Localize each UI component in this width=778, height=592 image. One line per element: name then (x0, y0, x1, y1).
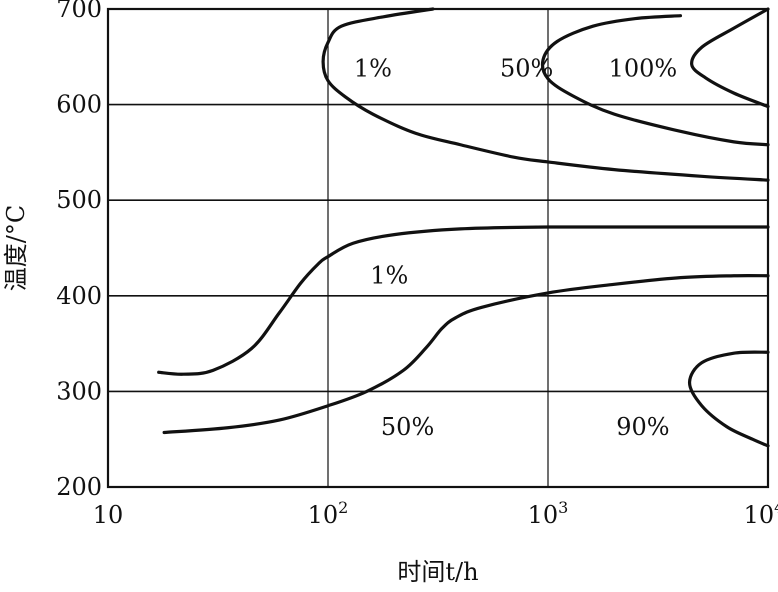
x-tick-label: 104 (744, 498, 778, 529)
curve-label: 90% (616, 413, 669, 441)
curve-line (540, 14, 770, 147)
x-tick-label: 102 (308, 498, 349, 529)
curve-labels: 1% 50% 100% 1% 50% 90% (354, 54, 677, 441)
y-tick-label: 500 (56, 186, 102, 214)
x-tick-label: 103 (528, 498, 569, 529)
curve-line (157, 225, 770, 376)
curve-label: 1% (354, 54, 392, 82)
plot-frame (106, 7, 770, 489)
curve-line (162, 273, 770, 435)
curve-label: 50% (500, 54, 553, 82)
y-tick-label: 600 (56, 91, 102, 119)
y-tick-label: 400 (56, 282, 102, 310)
y-tick-label: 300 (56, 377, 102, 405)
tick-labels: 200 300 400 500 600 700 10 102 103 104 (56, 0, 778, 529)
curve-line (321, 7, 770, 182)
curve-line (690, 7, 770, 109)
curve-label: 50% (381, 413, 434, 441)
curve-line (687, 350, 770, 448)
y-tick-label: 700 (56, 0, 102, 23)
curve-label: 100% (609, 54, 678, 82)
curves (157, 7, 770, 448)
grid (108, 9, 768, 487)
curve-label: 1% (370, 262, 408, 290)
x-tick-label: 10 (93, 501, 124, 529)
x-axis-label: 时间t/h (397, 558, 478, 586)
y-tick-label: 200 (56, 473, 102, 501)
y-axis-label: 温度/°C (2, 205, 30, 291)
